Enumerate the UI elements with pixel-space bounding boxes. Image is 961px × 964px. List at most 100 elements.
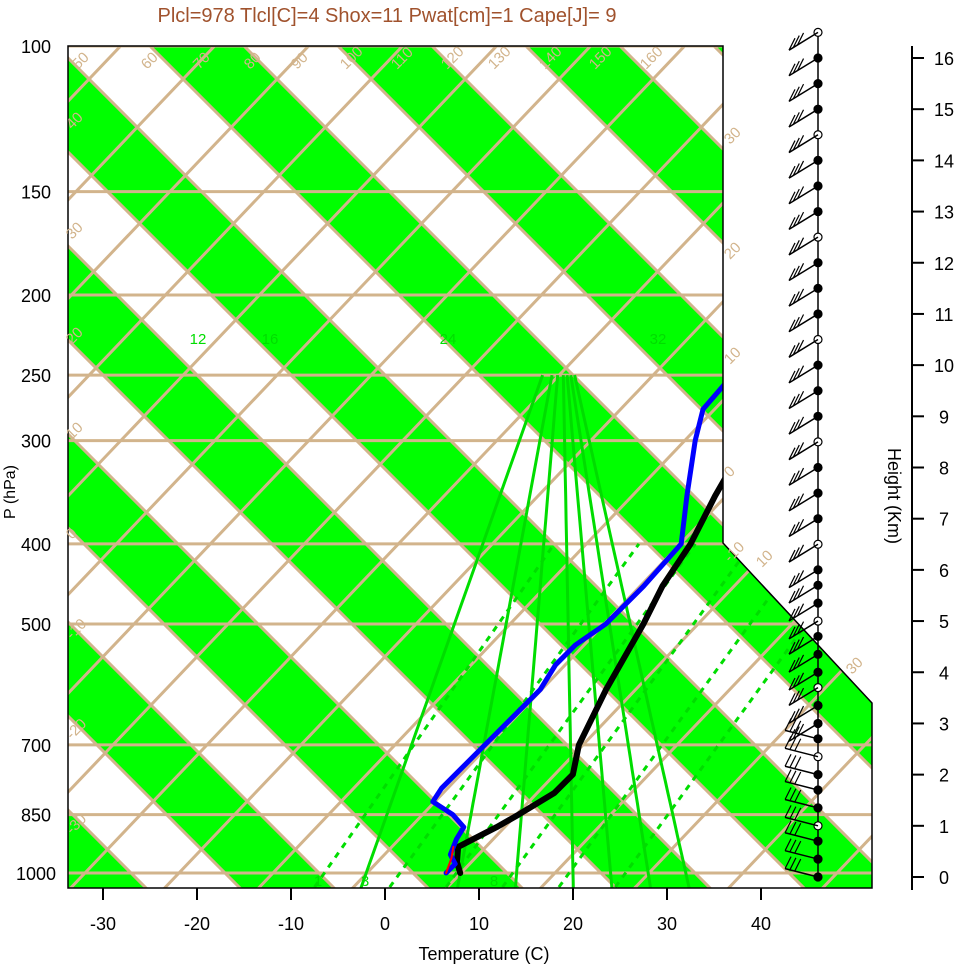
mixing-ratio-line bbox=[388, 543, 641, 888]
wind-barb-feather bbox=[797, 160, 805, 174]
chart-title: Plcl=978 Tlcl[C]=4 Shox=11 Pwat[cm]=1 Ca… bbox=[158, 5, 617, 27]
wind-barb-feather bbox=[792, 444, 800, 458]
wind-barb-feather bbox=[792, 342, 800, 355]
wind-barb-feather bbox=[784, 820, 792, 834]
height-tick-label: 13 bbox=[934, 203, 954, 223]
height-axis-label: Height (Km) bbox=[884, 448, 904, 544]
wind-barb-feather bbox=[784, 805, 792, 818]
pressure-tick-label: 150 bbox=[21, 183, 51, 203]
wind-barb-feather bbox=[794, 789, 802, 803]
mixing-ratio-bottom-label: 1 bbox=[314, 873, 322, 890]
wind-barb-feather bbox=[789, 821, 797, 835]
wind-barb-feather bbox=[797, 687, 805, 701]
wind-barb-feather bbox=[797, 493, 805, 506]
wind-barb-feather bbox=[789, 839, 797, 853]
series-line-parcel bbox=[445, 845, 455, 874]
x-axis-label: Temperature (C) bbox=[418, 944, 549, 964]
wind-barb-feather bbox=[788, 608, 796, 622]
wind-barb-feather bbox=[784, 787, 792, 800]
wind-barb-feather bbox=[792, 623, 800, 637]
wind-barb-feather bbox=[792, 265, 800, 279]
wind-barb-feather bbox=[794, 771, 802, 785]
isotherm-line bbox=[900, 0, 961, 964]
pressure-tick-label: 500 bbox=[21, 615, 51, 635]
wind-barb-feather bbox=[788, 524, 796, 537]
wind-barb-feather bbox=[788, 63, 796, 77]
wind-barb bbox=[784, 867, 819, 878]
wind-barb-feather bbox=[792, 726, 800, 739]
wind-barb-feather bbox=[788, 217, 796, 230]
wind-barb-feather bbox=[789, 737, 797, 750]
plot-border bbox=[67, 45, 873, 889]
wind-barb bbox=[784, 765, 819, 776]
isotherm-right-label: 30 bbox=[721, 124, 745, 148]
x-tick-label: 40 bbox=[751, 914, 771, 934]
wind-barb-feather bbox=[797, 585, 805, 599]
wind-barb-feather bbox=[788, 191, 796, 205]
wind-barb-feather bbox=[794, 720, 802, 734]
wind-barb-feather bbox=[792, 470, 800, 483]
wind-barb-feather bbox=[788, 319, 796, 332]
wind-barb bbox=[784, 798, 819, 809]
wind-barb-feather bbox=[792, 547, 800, 560]
pressure-tick-label: 200 bbox=[21, 286, 51, 306]
wind-barb-feather bbox=[789, 755, 797, 768]
moist-adiabat-line bbox=[358, 374, 545, 888]
dry-adiabat-line bbox=[68, 46, 308, 888]
moist-adiabat-line bbox=[565, 374, 614, 888]
wind-barb-feather bbox=[797, 442, 805, 455]
mixing-ratio-line bbox=[313, 543, 556, 888]
wind-barb-feather bbox=[788, 711, 796, 724]
wind-barb-feather bbox=[788, 89, 796, 102]
dry-adiabat-line bbox=[68, 46, 872, 888]
wind-barb-feather bbox=[788, 693, 796, 706]
wind-barb-column bbox=[784, 27, 823, 882]
wind-barb-feather bbox=[792, 86, 800, 100]
mixing-ratio-bottom-label: 3 bbox=[361, 873, 369, 890]
wind-barb bbox=[784, 747, 819, 758]
isotherm-band bbox=[68, 46, 446, 888]
dry-adiabat-line bbox=[68, 46, 684, 888]
wind-barb-feather bbox=[797, 135, 805, 148]
wind-barb-feather bbox=[792, 690, 800, 704]
x-tick-label: -30 bbox=[90, 914, 116, 934]
wind-barb-feather bbox=[794, 858, 802, 872]
x-tick-label: -10 bbox=[278, 914, 304, 934]
wind-barb bbox=[784, 729, 819, 740]
wind-barb-feather bbox=[788, 268, 796, 281]
wind-barb-feather bbox=[792, 606, 800, 619]
moist-adiabat-line bbox=[573, 374, 692, 888]
wind-barb-feather bbox=[794, 807, 802, 821]
wind-barb-feather bbox=[788, 396, 796, 409]
mixing-ratio-bottom-label: 8 bbox=[490, 873, 498, 890]
wind-barb-feather bbox=[797, 705, 805, 719]
wind-barb-feather bbox=[797, 109, 805, 123]
isotherm-right-label: 10 bbox=[721, 344, 745, 368]
wind-barb bbox=[784, 780, 819, 791]
wind-barb-feather bbox=[789, 770, 797, 784]
height-tick-label: 16 bbox=[934, 49, 954, 69]
wind-barb-feather bbox=[789, 857, 797, 871]
wind-barb-feather bbox=[784, 753, 792, 767]
isotherm-line bbox=[68, 46, 872, 888]
wind-barb-feather bbox=[788, 549, 796, 563]
wind-barb-feather bbox=[794, 738, 802, 752]
height-tick-label: 1 bbox=[939, 817, 949, 837]
pressure-tick-label: 850 bbox=[21, 806, 51, 826]
wind-barb-feather bbox=[788, 575, 796, 588]
wind-barb-feather bbox=[792, 572, 800, 586]
mixing-ratio-line bbox=[501, 543, 753, 888]
wind-barb-feather bbox=[788, 473, 796, 486]
wind-barb-feather bbox=[792, 137, 800, 151]
isotherm-band bbox=[68, 46, 634, 888]
wind-barb-feather bbox=[797, 570, 805, 583]
wind-barb-feather bbox=[792, 291, 800, 304]
wind-barb-feather bbox=[788, 677, 796, 691]
dry-adiabat-line bbox=[68, 46, 590, 888]
wind-barb-feather bbox=[792, 588, 800, 601]
wind-barb-feather bbox=[797, 603, 805, 616]
wind-barb bbox=[784, 832, 819, 842]
